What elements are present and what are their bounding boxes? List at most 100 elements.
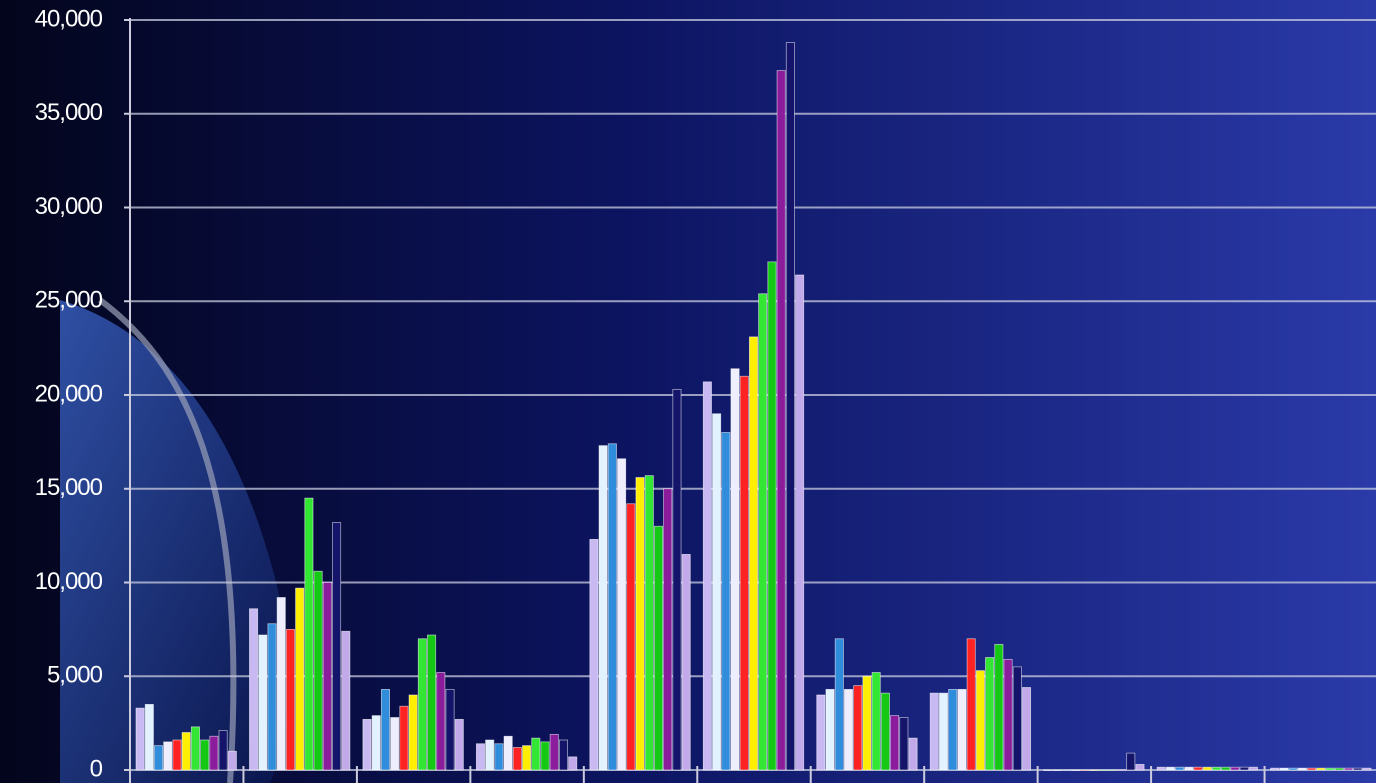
bar bbox=[644, 475, 654, 771]
bar bbox=[295, 587, 305, 771]
bar bbox=[617, 458, 627, 771]
bar bbox=[1270, 767, 1280, 771]
bar bbox=[730, 368, 740, 771]
y-tick-label: 30,000 bbox=[35, 193, 103, 220]
bar bbox=[285, 628, 295, 771]
bar bbox=[899, 717, 909, 771]
bar bbox=[1193, 766, 1203, 771]
bar bbox=[1117, 769, 1127, 771]
bar bbox=[853, 685, 863, 771]
y-tick-label: 15,000 bbox=[35, 474, 103, 501]
bar bbox=[181, 732, 191, 771]
bar bbox=[475, 743, 485, 771]
bar bbox=[494, 743, 504, 771]
bar bbox=[1307, 767, 1317, 771]
bar bbox=[568, 756, 578, 771]
bar bbox=[748, 336, 759, 771]
bar bbox=[200, 739, 210, 771]
bar bbox=[503, 735, 513, 771]
bar bbox=[739, 375, 749, 771]
bar bbox=[209, 735, 219, 771]
y-tick-label: 25,000 bbox=[35, 287, 103, 314]
bar bbox=[322, 582, 332, 771]
bar bbox=[332, 522, 342, 771]
bar bbox=[1297, 767, 1307, 771]
bar bbox=[454, 718, 464, 771]
bar bbox=[549, 733, 559, 771]
bar bbox=[975, 670, 985, 771]
bar bbox=[436, 672, 446, 771]
bar bbox=[1184, 766, 1194, 771]
bar bbox=[1080, 769, 1090, 771]
bar bbox=[341, 630, 351, 771]
bar bbox=[1043, 769, 1053, 771]
bar bbox=[1288, 767, 1298, 771]
bar bbox=[1135, 763, 1145, 771]
bar bbox=[1230, 766, 1240, 771]
bar bbox=[399, 705, 409, 771]
bar bbox=[1334, 767, 1344, 771]
bar bbox=[258, 634, 268, 771]
bar bbox=[218, 730, 228, 771]
bar bbox=[371, 715, 381, 771]
bar bbox=[653, 525, 664, 771]
bar bbox=[1126, 752, 1136, 771]
bar bbox=[681, 553, 691, 771]
bar bbox=[663, 488, 673, 771]
bar bbox=[776, 70, 786, 771]
bar bbox=[635, 477, 645, 771]
bar bbox=[939, 692, 949, 771]
bar bbox=[1022, 687, 1032, 771]
bar bbox=[135, 707, 145, 771]
bar bbox=[1089, 769, 1099, 771]
bar bbox=[558, 739, 568, 771]
bar bbox=[1353, 767, 1363, 771]
bar bbox=[843, 688, 854, 771]
y-tick-label: 5,000 bbox=[47, 662, 103, 689]
bar bbox=[408, 694, 418, 771]
bar bbox=[966, 638, 976, 771]
bar bbox=[1248, 766, 1258, 771]
bar bbox=[1343, 767, 1353, 771]
bar bbox=[227, 750, 237, 771]
bar bbox=[862, 675, 872, 771]
bar bbox=[1052, 769, 1062, 771]
bar bbox=[908, 737, 918, 771]
bar bbox=[1156, 766, 1166, 771]
bar bbox=[702, 381, 712, 771]
bar bbox=[1212, 766, 1222, 771]
bar bbox=[890, 715, 900, 771]
bar bbox=[390, 717, 400, 771]
bar bbox=[172, 739, 182, 771]
bar bbox=[785, 42, 795, 771]
y-tick-label: 35,000 bbox=[35, 99, 103, 126]
bar bbox=[816, 694, 826, 771]
bar bbox=[672, 388, 682, 771]
bar bbox=[417, 638, 427, 771]
bar bbox=[712, 413, 722, 771]
decor-swoosh-edge bbox=[98, 297, 237, 783]
bar bbox=[1279, 767, 1289, 771]
bar bbox=[948, 688, 958, 771]
bar bbox=[795, 274, 805, 771]
bar bbox=[1165, 766, 1175, 771]
bar bbox=[1175, 766, 1185, 771]
bar bbox=[190, 726, 200, 771]
y-tick-label: 20,000 bbox=[35, 380, 103, 407]
bar bbox=[1221, 766, 1231, 771]
bar bbox=[522, 745, 532, 771]
bar bbox=[276, 597, 286, 771]
bar bbox=[1362, 767, 1372, 771]
bar bbox=[1012, 666, 1022, 771]
bar bbox=[607, 443, 617, 771]
bar bbox=[1107, 769, 1117, 771]
bar bbox=[1325, 767, 1335, 771]
bar bbox=[767, 261, 777, 771]
bar bbox=[380, 688, 390, 771]
y-tick-label: 0 bbox=[90, 755, 103, 782]
bar bbox=[144, 703, 154, 771]
bar bbox=[825, 688, 835, 771]
bar bbox=[154, 745, 164, 771]
